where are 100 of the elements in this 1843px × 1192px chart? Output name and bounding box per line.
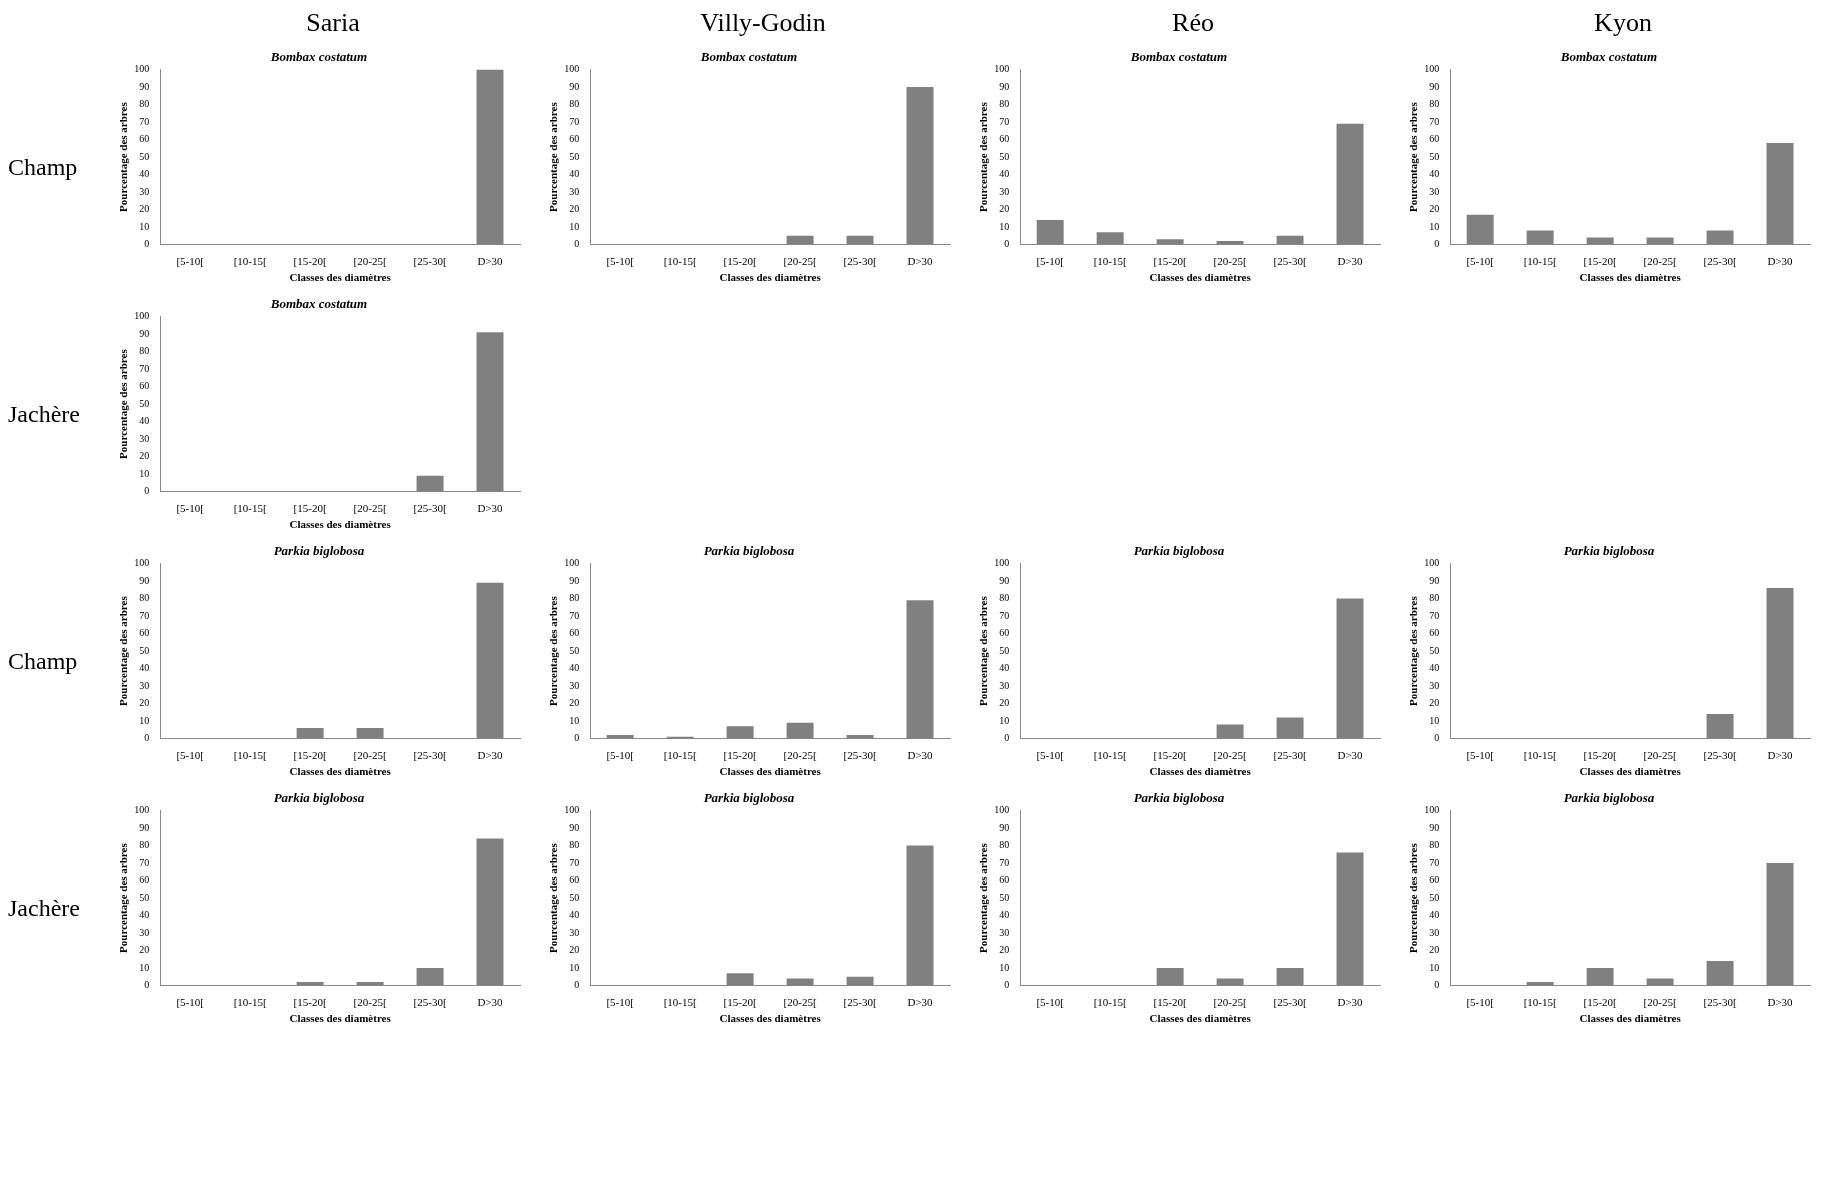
chart-title: Parkia biglobosa [1563, 543, 1655, 559]
x-tick-label: [5-10[ [1466, 749, 1495, 762]
x-tick-label: [25-30[ [1703, 255, 1737, 268]
bar [476, 838, 504, 986]
y-tick-label: 70 [999, 609, 1010, 621]
y-tick-label: 10 [999, 961, 1010, 973]
x-tick-label: [20-25[ [1213, 996, 1247, 1009]
y-tick-label: 30 [139, 926, 150, 938]
x-tick-label: [5-10[ [176, 749, 205, 762]
x-tick-label: [25-30[ [843, 749, 877, 762]
x-tick-label: D>30 [1767, 996, 1794, 1009]
x-tick-label: [25-30[ [843, 255, 877, 268]
bar [1586, 968, 1614, 986]
text: Champ [8, 154, 79, 181]
y-tick-label: 50 [139, 644, 150, 656]
y-axis-title: Pourcentage des arbres [117, 101, 130, 212]
y-tick-label: 0 [144, 732, 150, 744]
x-tick-label: D>30 [1767, 749, 1794, 762]
x-tick-label: [20-25[ [353, 502, 387, 515]
y-tick-label: 90 [139, 574, 150, 586]
x-axis-title: Classes des diamètres [1149, 765, 1252, 778]
y-tick-label: 0 [574, 238, 580, 250]
y-axis-title: Pourcentage des arbres [1407, 595, 1420, 706]
x-tick-label: [15-20[ [1153, 255, 1187, 268]
y-tick-label: 40 [569, 168, 580, 180]
y-tick-label: 100 [564, 804, 580, 816]
y-tick-label: 30 [1429, 679, 1440, 691]
bar [906, 600, 934, 739]
y-tick-label: 50 [1429, 644, 1440, 656]
y-axis-title: Pourcentage des arbres [117, 348, 130, 459]
chart-title: Parkia biglobosa [273, 543, 365, 559]
y-tick-label: 0 [574, 732, 580, 744]
y-axis-title: Pourcentage des arbres [977, 101, 990, 212]
y-tick-label: 80 [569, 98, 580, 110]
x-tick-label: [10-15[ [1093, 255, 1127, 268]
y-tick-label: 90 [999, 821, 1010, 833]
y-tick-label: 70 [999, 115, 1010, 127]
y-tick-label: 100 [564, 557, 580, 569]
x-tick-label: [20-25[ [1213, 255, 1247, 268]
y-tick-label: 100 [134, 804, 150, 816]
bar [1156, 968, 1184, 986]
y-tick-label: 60 [1429, 627, 1440, 639]
y-tick-label: 0 [1004, 979, 1010, 991]
x-axis-title: Classes des diamètres [1149, 271, 1252, 284]
y-tick-label: 70 [1429, 856, 1440, 868]
bar [1216, 724, 1244, 739]
bar [1156, 239, 1184, 245]
bar [1466, 214, 1494, 245]
y-tick-label: 80 [139, 839, 150, 851]
y-tick-label: 40 [999, 168, 1010, 180]
y-tick-label: 90 [139, 327, 150, 339]
chart-title: Parkia biglobosa [1133, 543, 1225, 559]
y-tick-label: 10 [139, 961, 150, 973]
x-axis-title: Classes des diamètres [289, 765, 392, 778]
x-tick-label: [15-20[ [1583, 749, 1617, 762]
y-tick-label: 0 [1004, 238, 1010, 250]
x-tick-label: [20-25[ [1643, 255, 1677, 268]
x-tick-label: [15-20[ [1583, 996, 1617, 1009]
y-tick-label: 100 [134, 310, 150, 322]
y-tick-label: 40 [139, 662, 150, 674]
y-tick-label: 80 [999, 839, 1010, 851]
x-tick-label: [15-20[ [723, 255, 757, 268]
y-tick-label: 20 [139, 450, 150, 462]
y-axis-title: Pourcentage des arbres [547, 101, 560, 212]
x-tick-label: [25-30[ [413, 749, 447, 762]
y-tick-label: 90 [569, 821, 580, 833]
y-tick-label: 40 [569, 662, 580, 674]
chart-title: Parkia biglobosa [1563, 790, 1655, 806]
y-tick-label: 60 [139, 133, 150, 145]
bar [1336, 123, 1364, 245]
x-tick-label: [5-10[ [1466, 996, 1495, 1009]
y-tick-label: 0 [144, 485, 150, 497]
chart-title: Parkia biglobosa [703, 790, 795, 806]
y-tick-label: 90 [999, 80, 1010, 92]
chart-title: Bombax costatum [1559, 49, 1658, 65]
y-tick-label: 40 [139, 415, 150, 427]
x-tick-label: D>30 [907, 996, 934, 1009]
x-tick-label: [25-30[ [1703, 996, 1737, 1009]
y-tick-label: 60 [569, 874, 580, 886]
y-tick-label: 10 [139, 714, 150, 726]
y-tick-label: 0 [1434, 979, 1440, 991]
y-tick-label: 30 [569, 679, 580, 691]
x-tick-label: [10-15[ [233, 255, 267, 268]
x-tick-label: [15-20[ [293, 502, 327, 515]
x-tick-label: [10-15[ [1523, 996, 1557, 1009]
y-tick-label: 20 [139, 697, 150, 709]
y-tick-label: 80 [139, 98, 150, 110]
y-axis-title: Pourcentage des arbres [977, 595, 990, 706]
x-tick-label: [5-10[ [606, 996, 635, 1009]
y-tick-label: 60 [569, 133, 580, 145]
y-tick-label: 20 [999, 697, 1010, 709]
y-tick-label: 20 [1429, 697, 1440, 709]
y-tick-label: 30 [1429, 185, 1440, 197]
x-tick-label: [20-25[ [353, 749, 387, 762]
y-tick-label: 70 [139, 115, 150, 127]
x-tick-label: D>30 [1337, 749, 1364, 762]
x-tick-label: [25-30[ [413, 255, 447, 268]
x-tick-label: [25-30[ [1703, 749, 1737, 762]
bar [1276, 717, 1304, 739]
y-axis-title: Pourcentage des arbres [1407, 842, 1420, 953]
